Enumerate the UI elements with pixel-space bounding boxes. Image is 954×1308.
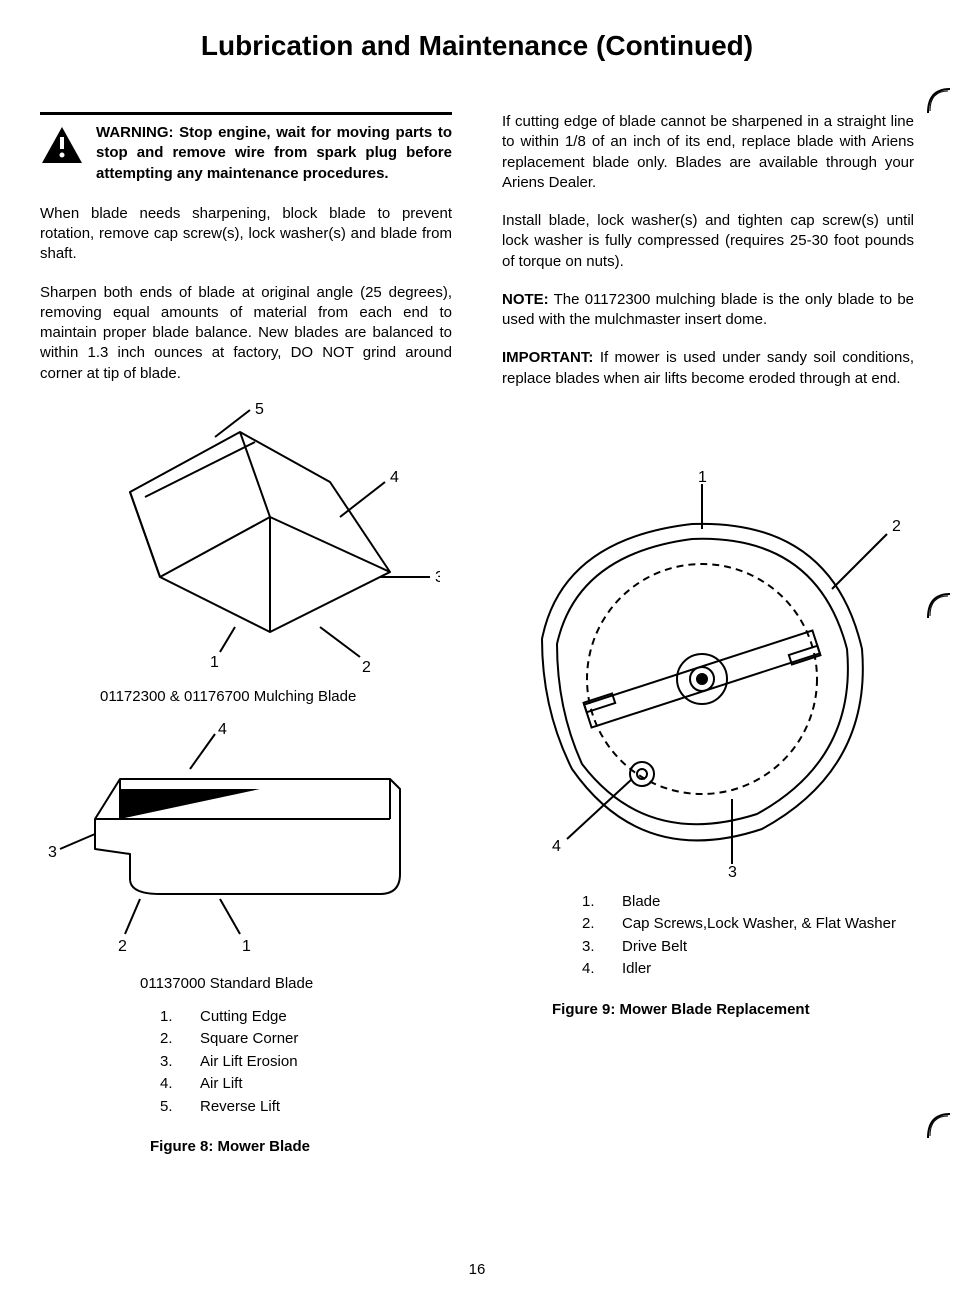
callout-num: 3.	[160, 1051, 200, 1074]
callout-num: 5.	[160, 1096, 200, 1119]
right-column: If cutting edge of blade cannot be sharp…	[502, 112, 914, 1155]
callout-text: Square Corner	[200, 1028, 298, 1051]
callout-num: 4.	[160, 1073, 200, 1096]
leader-1b: 1	[242, 938, 251, 955]
warning-text: WARNING: Stop engine, wait for moving pa…	[96, 123, 452, 184]
callout-text: Blade	[622, 891, 660, 914]
figure-8-mulching-blade: 5 4 3 2 1	[40, 402, 452, 682]
leader-3: 3	[728, 864, 737, 879]
leader-2b: 2	[118, 938, 127, 955]
left-para-1: When blade needs sharpening, block blade…	[40, 204, 452, 265]
callout-text: Reverse Lift	[200, 1096, 280, 1119]
note-text: The 01172300 mulching blade is the only …	[502, 291, 914, 328]
callout-num: 1.	[160, 1006, 200, 1029]
right-para-2: Install blade, lock washer(s) and tighte…	[502, 211, 914, 272]
leader-4: 4	[552, 838, 561, 855]
leader-4: 4	[390, 469, 399, 486]
figure-9-diagram: 1 2 3 4	[502, 469, 914, 879]
leader-2: 2	[892, 518, 901, 535]
figure-8-caption: Figure 8: Mower Blade	[150, 1138, 452, 1155]
leader-4b: 4	[218, 721, 227, 738]
important-para: IMPORTANT: If mower is used under sandy …	[502, 348, 914, 389]
callout-num: 3.	[582, 936, 622, 959]
callout-row: 1.Blade	[582, 891, 914, 914]
figure-8-bottom-label: 01137000 Standard Blade	[140, 975, 452, 992]
callout-text: Air Lift Erosion	[200, 1051, 298, 1074]
important-label: IMPORTANT:	[502, 349, 593, 366]
page-title: Lubrication and Maintenance (Continued)	[40, 30, 914, 62]
callout-row: 5.Reverse Lift	[160, 1096, 452, 1119]
note-label: NOTE:	[502, 291, 549, 308]
binder-hole-icon	[926, 85, 952, 115]
callout-num: 4.	[582, 958, 622, 981]
leader-5: 5	[255, 402, 264, 418]
leader-3: 3	[435, 569, 440, 586]
callout-row: 2.Square Corner	[160, 1028, 452, 1051]
two-column-layout: WARNING: Stop engine, wait for moving pa…	[40, 112, 914, 1155]
callout-text: Cap Screws,Lock Washer, & Flat Washer	[622, 913, 896, 936]
note-para: NOTE: The 01172300 mulching blade is the…	[502, 290, 914, 331]
figure-9-callouts: 1.Blade 2.Cap Screws,Lock Washer, & Flat…	[582, 891, 914, 981]
binder-hole-icon	[926, 590, 952, 620]
callout-text: Cutting Edge	[200, 1006, 287, 1029]
callout-row: 3.Drive Belt	[582, 936, 914, 959]
leader-1: 1	[210, 654, 219, 671]
callout-text: Air Lift	[200, 1073, 243, 1096]
binder-hole-icon	[926, 1110, 952, 1140]
callout-num: 2.	[582, 913, 622, 936]
left-para-2: Sharpen both ends of blade at original a…	[40, 283, 452, 384]
right-para-1: If cutting edge of blade cannot be sharp…	[502, 112, 914, 193]
callout-num: 1.	[582, 891, 622, 914]
figure-8-callouts: 1.Cutting Edge 2.Square Corner 3.Air Lif…	[160, 1006, 452, 1119]
leader-2: 2	[362, 659, 371, 676]
leader-3b: 3	[48, 844, 57, 861]
warning-label: WARNING:	[96, 124, 174, 141]
leader-1: 1	[698, 469, 707, 486]
left-column: WARNING: Stop engine, wait for moving pa…	[40, 112, 452, 1155]
callout-row: 1.Cutting Edge	[160, 1006, 452, 1029]
callout-row: 4.Idler	[582, 958, 914, 981]
page-number: 16	[0, 1261, 954, 1278]
callout-text: Idler	[622, 958, 651, 981]
warning-box: WARNING: Stop engine, wait for moving pa…	[40, 112, 452, 184]
callout-num: 2.	[160, 1028, 200, 1051]
callout-row: 4.Air Lift	[160, 1073, 452, 1096]
warning-triangle-icon	[40, 125, 84, 184]
callout-row: 2.Cap Screws,Lock Washer, & Flat Washer	[582, 913, 914, 936]
figure-8-standard-blade: 4 3 2 1	[40, 719, 452, 969]
figure-8-top-label: 01172300 & 01176700 Mulching Blade	[100, 688, 452, 705]
callout-text: Drive Belt	[622, 936, 687, 959]
callout-row: 3.Air Lift Erosion	[160, 1051, 452, 1074]
figure-9-caption: Figure 9: Mower Blade Replacement	[552, 1001, 914, 1018]
